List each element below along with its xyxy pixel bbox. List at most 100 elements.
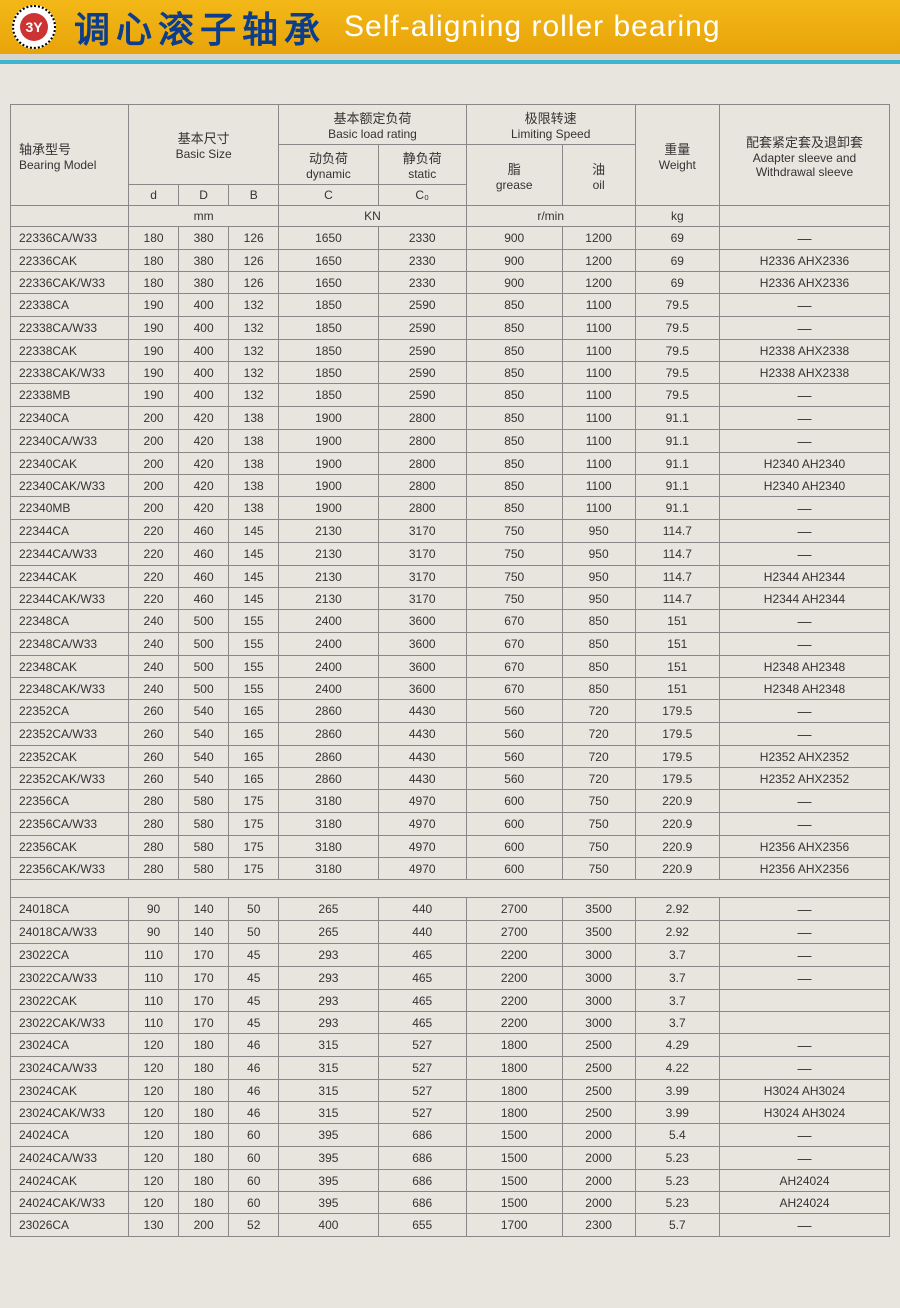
cell-grease: 1800 — [466, 1080, 562, 1102]
table-row: 22352CAK/W3326054016528604430560720179.5… — [11, 768, 890, 790]
cell-oil: 3000 — [562, 944, 635, 967]
cell-C0: 3600 — [378, 656, 466, 678]
cell-d: 280 — [129, 813, 179, 836]
cell-weight: 5.4 — [635, 1124, 719, 1147]
cell-weight: 79.5 — [635, 317, 719, 340]
cell-weight: 91.1 — [635, 453, 719, 475]
cell-C: 293 — [279, 1012, 378, 1034]
cell-grease: 670 — [466, 633, 562, 656]
cell-B: 132 — [229, 294, 279, 317]
cell-weight: 3.99 — [635, 1080, 719, 1102]
cell-D: 400 — [179, 340, 229, 362]
cell-weight: 3.7 — [635, 944, 719, 967]
cell-D: 580 — [179, 813, 229, 836]
cell-d: 220 — [129, 566, 179, 588]
cell-weight: 151 — [635, 633, 719, 656]
cell-model: 23022CA/W33 — [11, 967, 129, 990]
cell-weight: 2.92 — [635, 898, 719, 921]
cell-weight: 2.92 — [635, 921, 719, 944]
cell-oil: 750 — [562, 813, 635, 836]
cell-weight: 91.1 — [635, 430, 719, 453]
cell-grease: 900 — [466, 250, 562, 272]
table-row: 22356CA/W3328058017531804970600750220.9— — [11, 813, 890, 836]
cell-weight: 151 — [635, 610, 719, 633]
cell-model: 22356CAK/W33 — [11, 858, 129, 880]
cell-model: 22352CAK — [11, 746, 129, 768]
cell-oil: 1100 — [562, 362, 635, 384]
cell-C0: 4970 — [378, 790, 466, 813]
cell-model: 22352CA — [11, 700, 129, 723]
cell-grease: 850 — [466, 475, 562, 497]
cell-D: 170 — [179, 944, 229, 967]
cell-B: 175 — [229, 858, 279, 880]
cell-B: 132 — [229, 340, 279, 362]
cell-oil: 3000 — [562, 990, 635, 1012]
cell-adapter: — — [720, 921, 890, 944]
cell-adapter: — — [720, 813, 890, 836]
cell-C0: 527 — [378, 1057, 466, 1080]
cell-C0: 465 — [378, 967, 466, 990]
cell-adapter: — — [720, 497, 890, 520]
cell-B: 175 — [229, 790, 279, 813]
cell-d: 120 — [129, 1147, 179, 1170]
cell-adapter: H2338 AHX2338 — [720, 340, 890, 362]
cell-d: 120 — [129, 1080, 179, 1102]
cell-C: 1850 — [279, 317, 378, 340]
cell-weight: 114.7 — [635, 543, 719, 566]
cell-C0: 440 — [378, 898, 466, 921]
col-C: C — [279, 185, 378, 206]
cell-B: 60 — [229, 1147, 279, 1170]
cell-C0: 2590 — [378, 294, 466, 317]
cell-adapter: — — [720, 317, 890, 340]
cell-D: 180 — [179, 1057, 229, 1080]
cell-oil: 3500 — [562, 921, 635, 944]
cell-model: 22344CA — [11, 520, 129, 543]
cell-d: 110 — [129, 967, 179, 990]
cell-D: 380 — [179, 250, 229, 272]
cell-adapter: — — [720, 1057, 890, 1080]
cell-D: 180 — [179, 1170, 229, 1192]
unit-rpm: r/min — [466, 206, 635, 227]
cell-oil: 2000 — [562, 1170, 635, 1192]
cell-C: 1650 — [279, 272, 378, 294]
cell-D: 380 — [179, 272, 229, 294]
header-banner: 3Y 调心滚子轴承 Self-aligning roller bearing — [0, 0, 900, 60]
table-row: 22352CAK26054016528604430560720179.5H235… — [11, 746, 890, 768]
brand-logo-text: 3Y — [20, 13, 48, 41]
cell-d: 120 — [129, 1034, 179, 1057]
cell-C0: 4430 — [378, 768, 466, 790]
table-row: 23022CA11017045293465220030003.7— — [11, 944, 890, 967]
cell-C: 2400 — [279, 610, 378, 633]
cell-weight: 179.5 — [635, 700, 719, 723]
cell-D: 540 — [179, 723, 229, 746]
cell-C: 315 — [279, 1102, 378, 1124]
cell-B: 60 — [229, 1192, 279, 1214]
cell-C: 293 — [279, 944, 378, 967]
cell-D: 420 — [179, 475, 229, 497]
table-row: 22356CA28058017531804970600750220.9— — [11, 790, 890, 813]
cell-model: 22338CA — [11, 294, 129, 317]
cell-C: 1850 — [279, 362, 378, 384]
table-body-section-2: 24018CA9014050265440270035002.92—24018CA… — [11, 898, 890, 1237]
cell-C0: 4970 — [378, 836, 466, 858]
cell-adapter: — — [720, 1214, 890, 1237]
table-row: 22340MB20042013819002800850110091.1— — [11, 497, 890, 520]
cell-C: 3180 — [279, 813, 378, 836]
cell-C0: 465 — [378, 990, 466, 1012]
cell-C0: 3170 — [378, 588, 466, 610]
col-load-cn: 基本额定负荷 — [281, 108, 464, 127]
cell-oil: 1200 — [562, 272, 635, 294]
table-row: 22340CAK20042013819002800850110091.1H234… — [11, 453, 890, 475]
table-row: 22338CA19040013218502590850110079.5— — [11, 294, 890, 317]
col-D: D — [179, 185, 229, 206]
cell-weight: 79.5 — [635, 340, 719, 362]
cell-model: 22348CAK — [11, 656, 129, 678]
cell-C: 3180 — [279, 836, 378, 858]
col-basic-size-cn: 基本尺寸 — [131, 128, 276, 147]
cell-model: 22340MB — [11, 497, 129, 520]
cell-C0: 655 — [378, 1214, 466, 1237]
cell-D: 420 — [179, 453, 229, 475]
cell-d: 260 — [129, 746, 179, 768]
cell-grease: 850 — [466, 407, 562, 430]
cell-d: 200 — [129, 407, 179, 430]
